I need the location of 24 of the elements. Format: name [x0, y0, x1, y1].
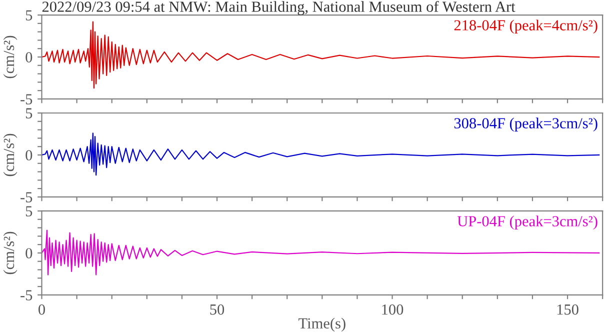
line-series [42, 21, 600, 89]
x-tick-label: 100 [382, 304, 404, 315]
y-tick-label: 0 [26, 52, 32, 62]
x-tick-label: 0 [38, 304, 45, 315]
line-series [42, 230, 600, 276]
y-axis-title: (cm/s²) [3, 36, 18, 78]
y-tick-label: -5 [20, 192, 32, 202]
series-label: UP-04F (peak=3cm/s²) [457, 216, 598, 230]
y-axis-title: (cm/s²) [3, 134, 18, 176]
y-tick-label: 5 [26, 108, 32, 118]
chart-title: 2022/09/23 09:54 at NMW: Main Building, National Museum of Western Art [42, 0, 516, 16]
y-axis-title: (cm/s²) [3, 232, 18, 274]
y-tick-label: -5 [20, 94, 32, 104]
x-tick-label: 150 [557, 304, 578, 315]
y-tick-label: 0 [26, 150, 32, 160]
x-tick-label: 50 [210, 304, 224, 315]
line-series [42, 132, 600, 176]
y-tick-label: 0 [26, 248, 32, 258]
y-tick-label: -5 [20, 290, 32, 300]
x-axis-title: Time(s) [298, 318, 346, 332]
series-label: 308-04F (peak=3cm/s²) [454, 118, 598, 132]
series-label: 218-04F (peak=4cm/s²) [454, 20, 598, 34]
y-tick-label: 5 [26, 10, 32, 20]
y-tick-label: 5 [26, 206, 32, 216]
